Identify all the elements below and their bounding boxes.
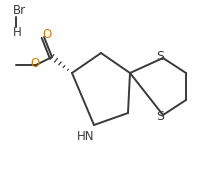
- Text: Br: Br: [13, 3, 26, 17]
- Text: S: S: [155, 50, 163, 62]
- Text: H: H: [13, 26, 22, 39]
- Text: O: O: [30, 57, 39, 69]
- Text: HN: HN: [77, 130, 94, 143]
- Text: O: O: [42, 28, 51, 40]
- Text: S: S: [155, 111, 163, 123]
